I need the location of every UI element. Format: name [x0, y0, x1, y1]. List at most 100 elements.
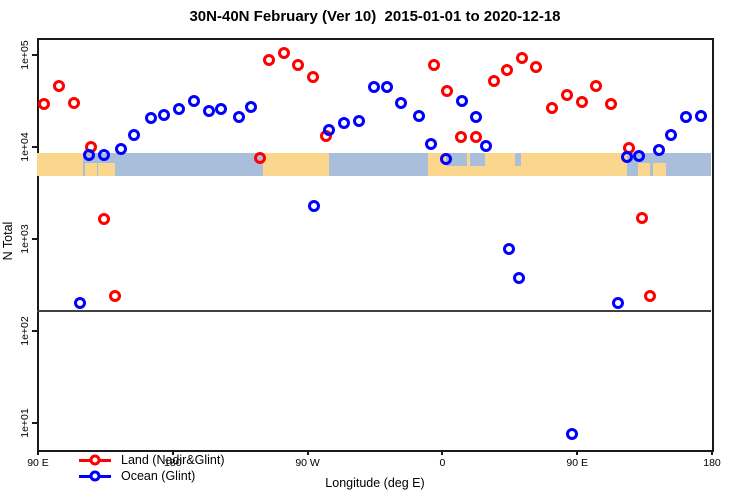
data-point-land [576, 95, 589, 108]
data-point-land [291, 58, 304, 71]
data-point-land [529, 61, 542, 74]
data-point-ocean [381, 80, 394, 93]
plot-area: Land (Nadir&Glint) Ocean (Glint) [37, 38, 714, 483]
data-point-ocean [513, 271, 526, 284]
y-tick-label: 1e+05 [19, 40, 31, 70]
data-point-ocean [233, 110, 246, 123]
data-point-ocean [612, 297, 625, 310]
x-tick [306, 450, 309, 455]
data-point-land [427, 58, 440, 71]
data-point-ocean [439, 153, 452, 166]
reference-line [37, 309, 711, 312]
chart-title: 30N-40N February (Ver 10) 2015-01-01 to … [189, 8, 561, 25]
data-point-ocean [679, 110, 692, 123]
data-point-land [546, 102, 559, 115]
data-point-ocean [694, 110, 707, 123]
data-point-ocean [664, 129, 677, 141]
data-point-ocean [245, 101, 258, 114]
data-point-land [636, 212, 649, 225]
y-tick [32, 146, 37, 148]
map-band-sea [514, 153, 521, 166]
data-point-ocean [424, 137, 437, 150]
legend-row-ocean: Ocean (Glint) [79, 468, 225, 484]
x-tick-label: 90 W [295, 457, 320, 469]
data-point-land [278, 47, 291, 60]
data-point-ocean [621, 150, 634, 163]
data-point-ocean [173, 102, 186, 115]
x-tick [711, 450, 713, 455]
data-point-land [98, 212, 111, 225]
data-point-ocean [652, 144, 665, 157]
data-point-ocean [338, 117, 351, 130]
data-point-ocean [633, 149, 646, 162]
data-point-ocean [502, 242, 515, 255]
data-point-ocean [83, 149, 96, 162]
data-point-land [604, 98, 617, 111]
data-point-ocean [114, 143, 127, 156]
map-band-land [263, 153, 330, 176]
map-band-island [652, 162, 667, 176]
data-point-ocean [353, 114, 366, 127]
data-point-ocean [565, 428, 578, 441]
data-point-ocean [469, 110, 482, 123]
x-tick-label: 180 [164, 457, 182, 469]
data-point-ocean [158, 108, 171, 121]
x-tick-label: 0 [439, 457, 446, 469]
y-tick [32, 422, 37, 424]
data-point-ocean [480, 139, 493, 152]
data-point-ocean [128, 129, 141, 141]
map-band-island [84, 162, 97, 176]
legend: Land (Nadir&Glint) Ocean (Glint) [79, 452, 225, 484]
data-point-land [501, 63, 514, 76]
y-tick-label: 1e+01 [19, 408, 31, 438]
data-point-land [469, 130, 482, 143]
data-point-ocean [144, 111, 157, 124]
data-point-land [441, 85, 454, 97]
ocean-series-marker-icon [79, 470, 111, 482]
land-series-marker-icon [79, 454, 111, 466]
data-point-ocean [456, 95, 469, 108]
x-tick [37, 450, 39, 455]
data-point-land [487, 75, 500, 88]
data-point-ocean [215, 102, 228, 115]
data-point-land [643, 290, 656, 303]
x-tick-label: 90 E [27, 457, 49, 469]
x-tick [171, 450, 174, 455]
data-point-ocean [188, 95, 201, 108]
data-point-land [254, 151, 267, 164]
data-point-land [263, 54, 276, 67]
x-axis-label: Longitude (deg E) [325, 476, 425, 490]
data-point-land [68, 97, 81, 110]
map-band-land [37, 153, 84, 176]
data-point-ocean [98, 149, 111, 162]
legend-row-land: Land (Nadir&Glint) [79, 452, 225, 468]
legend-label-land: Land (Nadir&Glint) [121, 453, 225, 467]
data-point-land [108, 290, 121, 303]
data-point-land [53, 80, 66, 93]
data-point-ocean [308, 199, 321, 212]
y-tick-label: 1e+04 [19, 132, 31, 162]
data-point-land [306, 71, 319, 84]
data-point-ocean [203, 105, 216, 118]
data-point-ocean [323, 124, 336, 136]
data-point-land [516, 52, 529, 65]
legend-label-ocean: Ocean (Glint) [121, 469, 196, 483]
y-tick [32, 330, 37, 332]
y-tick [32, 54, 37, 56]
map-band-island [98, 162, 115, 176]
x-tick [441, 450, 444, 455]
data-point-ocean [394, 97, 407, 110]
x-tick [576, 450, 579, 455]
data-point-ocean [412, 110, 425, 123]
data-point-land [589, 80, 602, 93]
x-tick-label: 180 [703, 457, 721, 469]
map-band-sea [469, 153, 485, 166]
data-point-land [38, 98, 51, 111]
y-axis-label: N Total [1, 221, 15, 261]
data-point-land [561, 89, 574, 102]
y-tick [32, 238, 37, 240]
data-point-land [454, 130, 467, 143]
data-point-ocean [74, 297, 87, 310]
y-tick-label: 1e+03 [19, 224, 31, 254]
